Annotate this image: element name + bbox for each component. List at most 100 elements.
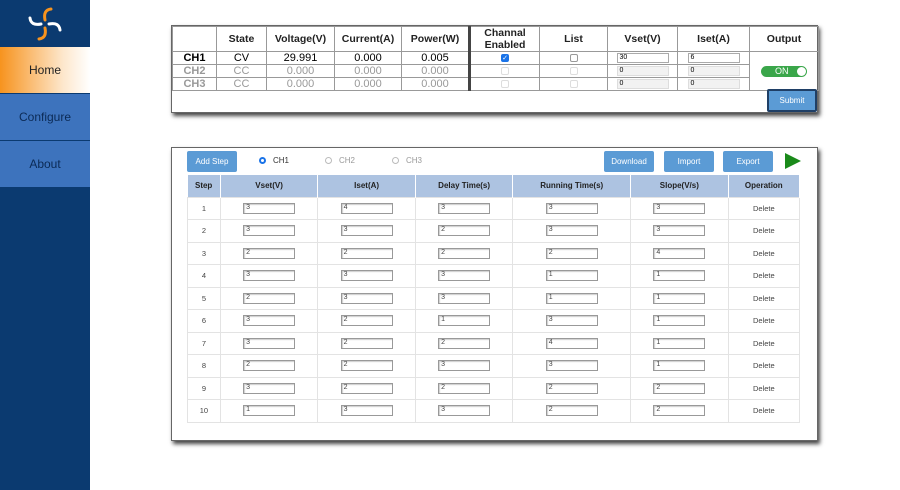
sidebar-item-configure[interactable]: Configure (0, 94, 90, 140)
step-input[interactable]: 3 (438, 292, 491, 304)
step-number: 3 (187, 241, 221, 265)
step-input[interactable]: 4 (340, 202, 393, 214)
step-input[interactable]: 3 (340, 225, 393, 237)
step-input[interactable]: 1 (653, 292, 706, 304)
channel-enabled-checkbox[interactable] (501, 80, 509, 89)
step-input[interactable]: 3 (545, 202, 598, 214)
add-step-button[interactable]: Add Step (187, 151, 237, 172)
step-input[interactable]: 1 (653, 337, 706, 349)
step-cell: 4 (630, 241, 729, 265)
iset-input[interactable]: 0 (687, 79, 740, 90)
step-input[interactable]: 2 (243, 360, 296, 372)
step-input[interactable]: 3 (340, 270, 393, 282)
radio-ch2[interactable]: CH2 (325, 156, 355, 165)
step-input[interactable]: 3 (243, 382, 296, 394)
delete-button[interactable]: Delete (727, 241, 801, 265)
step-input[interactable]: 1 (653, 315, 706, 327)
radio-label: CH3 (406, 156, 423, 165)
radio-ch3[interactable]: CH3 (392, 156, 422, 165)
step-input[interactable]: 4 (653, 247, 706, 259)
step-input[interactable]: 3 (243, 270, 296, 282)
step-input[interactable]: 3 (545, 225, 598, 237)
step-input[interactable]: 2 (243, 292, 296, 304)
channel-enabled-checkbox[interactable] (501, 67, 509, 76)
channel-enabled-checkbox[interactable]: ✓ (501, 54, 509, 63)
radio-ch1[interactable]: CH1 (259, 156, 289, 165)
sidebar-item-home[interactable]: Home (0, 47, 90, 93)
delete-button[interactable]: Delete (727, 309, 801, 333)
vset-input[interactable]: 0 (616, 66, 669, 77)
export-button[interactable]: Export (723, 151, 773, 172)
channel-state: CV (216, 51, 267, 65)
iset-input[interactable]: 0 (687, 66, 740, 77)
step-input[interactable]: 1 (653, 360, 706, 372)
vset-input[interactable]: 0 (616, 79, 669, 90)
delete-button[interactable]: Delete (727, 264, 801, 288)
step-input[interactable]: 3 (243, 202, 296, 214)
step-input[interactable]: 1 (545, 270, 598, 282)
step-input[interactable]: 1 (653, 270, 706, 282)
step-input[interactable]: 3 (545, 360, 598, 372)
delete-button[interactable]: Delete (727, 286, 801, 310)
step-input[interactable]: 2 (438, 337, 491, 349)
step-input[interactable]: 3 (653, 202, 706, 214)
step-input[interactable]: 2 (438, 225, 491, 237)
step-input[interactable]: 3 (438, 405, 491, 417)
delete-button[interactable]: Delete (727, 196, 801, 220)
delete-button[interactable]: Delete (727, 331, 801, 355)
step-input[interactable]: 1 (243, 405, 296, 417)
step-input[interactable]: 3 (243, 337, 296, 349)
step-input[interactable]: 2 (340, 337, 393, 349)
delete-button[interactable]: Delete (727, 219, 801, 243)
import-button[interactable]: Import (664, 151, 714, 172)
step-input[interactable]: 2 (545, 405, 598, 417)
output-toggle[interactable]: ON (761, 66, 807, 77)
column-header: Vset(V) (607, 26, 678, 52)
delete-button[interactable]: Delete (727, 354, 801, 378)
delete-button[interactable]: Delete (727, 399, 801, 423)
step-input[interactable]: 2 (438, 247, 491, 259)
step-input[interactable]: 3 (653, 225, 706, 237)
step-input[interactable]: 2 (340, 247, 393, 259)
channel-status-table: State Voltage(V) Current(A) Power(W) Channal… (172, 26, 819, 91)
vset-cell: 0 (607, 64, 678, 78)
channel-state: CC (216, 77, 267, 91)
vset-cell: 30 (607, 51, 678, 65)
list-checkbox[interactable] (569, 54, 578, 63)
step-input[interactable]: 2 (340, 360, 393, 372)
step-input[interactable]: 3 (545, 315, 598, 327)
step-input[interactable]: 2 (545, 247, 598, 259)
step-input[interactable]: 3 (438, 360, 491, 372)
step-cell: 3 (512, 309, 632, 333)
step-cell: 2 (317, 354, 416, 378)
sidebar-item-about[interactable]: About (0, 141, 90, 187)
step-input[interactable]: 2 (653, 382, 706, 394)
download-button[interactable]: Download (604, 151, 654, 172)
play-icon[interactable] (785, 153, 801, 169)
step-input[interactable]: 2 (438, 382, 491, 394)
step-input[interactable]: 3 (243, 225, 296, 237)
step-input[interactable]: 1 (438, 315, 491, 327)
step-number: 9 (187, 376, 221, 400)
list-checkbox[interactable] (569, 67, 578, 76)
step-input[interactable]: 3 (243, 315, 296, 327)
step-input[interactable]: 2 (545, 382, 598, 394)
delete-button[interactable]: Delete (727, 376, 801, 400)
step-input[interactable]: 3 (340, 405, 393, 417)
step-input[interactable]: 3 (438, 202, 491, 214)
submit-button[interactable]: Submit (767, 89, 817, 112)
step-input[interactable]: 3 (340, 292, 393, 304)
step-input[interactable]: 2 (340, 382, 393, 394)
step-input[interactable]: 4 (545, 337, 598, 349)
step-input[interactable]: 2 (340, 315, 393, 327)
step-cell: 1 (512, 286, 632, 310)
sidebar: Home Configure About (0, 0, 90, 490)
list-checkbox[interactable] (569, 80, 578, 89)
iset-input[interactable]: 6 (687, 53, 740, 64)
step-input[interactable]: 3 (438, 270, 491, 282)
step-input[interactable]: 2 (243, 247, 296, 259)
step-input[interactable]: 1 (545, 292, 598, 304)
vset-input[interactable]: 30 (616, 53, 669, 64)
step-cell: 2 (317, 309, 416, 333)
step-input[interactable]: 2 (653, 405, 706, 417)
